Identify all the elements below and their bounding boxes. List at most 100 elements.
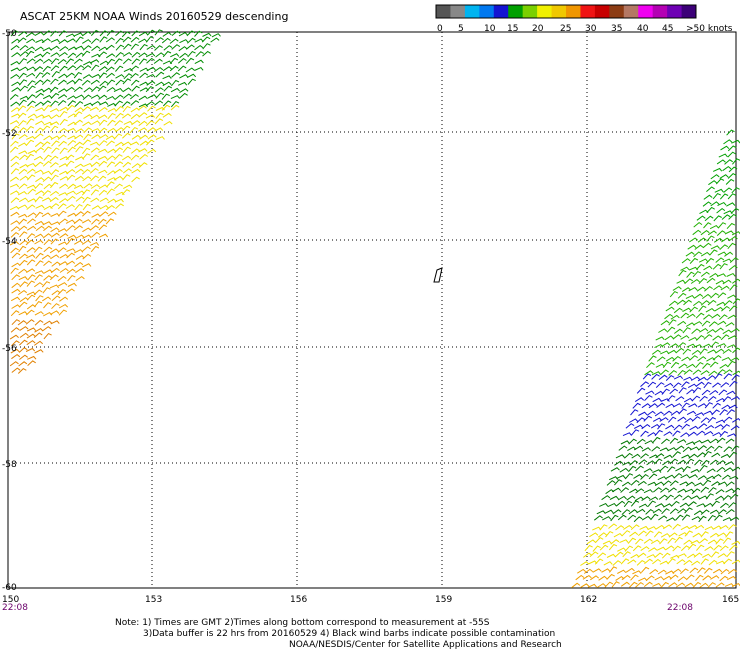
wind-barb [122, 93, 132, 99]
wind-barb [43, 104, 52, 112]
wind-barb [653, 458, 663, 465]
wind-barb [683, 299, 692, 306]
wind-barb [91, 213, 101, 218]
wind-barb [622, 432, 632, 437]
wind-barb [686, 343, 696, 348]
wind-barb [17, 367, 27, 374]
wind-barb [26, 233, 36, 240]
wind-barb [730, 328, 740, 333]
wind-barb [51, 295, 61, 302]
wind-barb [708, 559, 718, 566]
wind-barb [41, 125, 51, 132]
wind-barb [731, 187, 740, 194]
wind-barb [10, 211, 20, 217]
wind-barb [704, 567, 713, 574]
wind-barb [713, 215, 722, 222]
wind-barb [66, 225, 76, 231]
wind-barb [185, 57, 195, 65]
wind-barb [724, 461, 735, 466]
wind-barb [696, 503, 706, 508]
wind-barb [677, 439, 687, 444]
wind-barb [672, 286, 682, 291]
wind-barb [59, 106, 69, 112]
wind-barb [114, 94, 124, 100]
wind-barb [716, 273, 727, 277]
wind-barb [66, 195, 76, 202]
wind-barb [613, 532, 623, 538]
wind-barb [672, 451, 681, 458]
wind-barb [210, 37, 220, 43]
wind-barb [700, 251, 711, 257]
wind-barb [34, 282, 44, 288]
wind-barb [41, 71, 51, 78]
wind-barb [26, 259, 36, 266]
wind-barb [90, 94, 101, 99]
wind-barb [17, 142, 28, 147]
wind-barb [706, 186, 715, 192]
wind-barb [34, 274, 43, 281]
wind-barb [90, 189, 100, 196]
wind-barb [11, 274, 20, 281]
wind-barb [90, 59, 100, 64]
wind-barb [696, 544, 705, 551]
wind-barb [25, 125, 35, 133]
wind-barb [652, 469, 662, 474]
wind-barb [684, 507, 693, 514]
legend-label: 10 [484, 24, 496, 34]
wind-barb [699, 464, 708, 472]
wind-barb [620, 581, 630, 587]
wind-barb [631, 453, 641, 459]
wind-barb [708, 180, 718, 186]
wind-barb [58, 127, 68, 134]
wind-barb [73, 32, 84, 37]
wind-barb [58, 51, 68, 57]
wind-barb [18, 150, 28, 155]
wind-barb [730, 516, 740, 522]
wind-barb [687, 244, 697, 250]
wind-barb [35, 190, 45, 196]
wind-barb [711, 409, 720, 416]
wind-barb [673, 375, 684, 380]
wind-barb [131, 30, 141, 37]
wind-barb [43, 275, 52, 281]
wind-barb [720, 334, 730, 341]
wind-barb [707, 416, 717, 424]
wind-barb [647, 526, 657, 531]
wind-barb [688, 453, 698, 459]
wind-barb [18, 31, 28, 37]
legend-label: 5 [458, 24, 464, 34]
wind-barb [162, 50, 172, 58]
note-line-1: Note: 1) Times are GMT 2)Times along bot… [115, 618, 490, 628]
legend-swatch [594, 5, 610, 18]
wind-barb [662, 460, 672, 466]
wind-barb [607, 502, 617, 508]
wind-barb [697, 567, 706, 574]
wind-barb [702, 343, 712, 348]
wind-barb [639, 525, 649, 530]
wind-barb [50, 320, 60, 325]
wind-barb [106, 53, 116, 59]
wind-barb [91, 120, 101, 125]
wind-barb [42, 114, 52, 119]
wind-barb [10, 226, 20, 232]
wind-barb [145, 85, 155, 93]
wind-barb [162, 81, 172, 87]
wind-barb [74, 240, 84, 245]
wind-barb [725, 322, 735, 327]
wind-barb [702, 553, 712, 558]
wind-barb [661, 388, 670, 395]
wind-barb [66, 252, 75, 259]
wind-barb [57, 134, 67, 140]
wind-barb [657, 476, 667, 481]
wind-barb [584, 544, 593, 552]
wind-barb [599, 544, 609, 551]
wind-barb [98, 46, 108, 52]
wind-barb [722, 537, 732, 544]
wind-barb [721, 474, 731, 480]
wind-barb [684, 530, 693, 537]
wind-barb [729, 380, 738, 388]
wind-barb [98, 127, 108, 134]
wind-barb [105, 37, 115, 43]
wind-barb [35, 295, 44, 302]
wind-barb [187, 37, 196, 44]
